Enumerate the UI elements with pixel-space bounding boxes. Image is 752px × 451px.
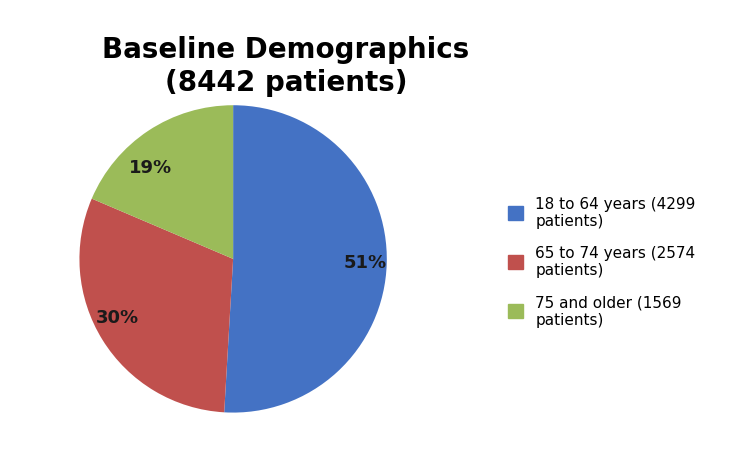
Wedge shape (80, 199, 233, 412)
Legend: 18 to 64 years (4299
patients), 65 to 74 years (2574
patients), 75 and older (15: 18 to 64 years (4299 patients), 65 to 74… (508, 196, 696, 327)
Text: 51%: 51% (344, 253, 387, 272)
Text: Baseline Demographics
(8442 patients): Baseline Demographics (8442 patients) (102, 36, 469, 97)
Text: 30%: 30% (96, 308, 139, 327)
Wedge shape (224, 106, 387, 413)
Text: 19%: 19% (129, 158, 172, 176)
Wedge shape (92, 106, 233, 259)
